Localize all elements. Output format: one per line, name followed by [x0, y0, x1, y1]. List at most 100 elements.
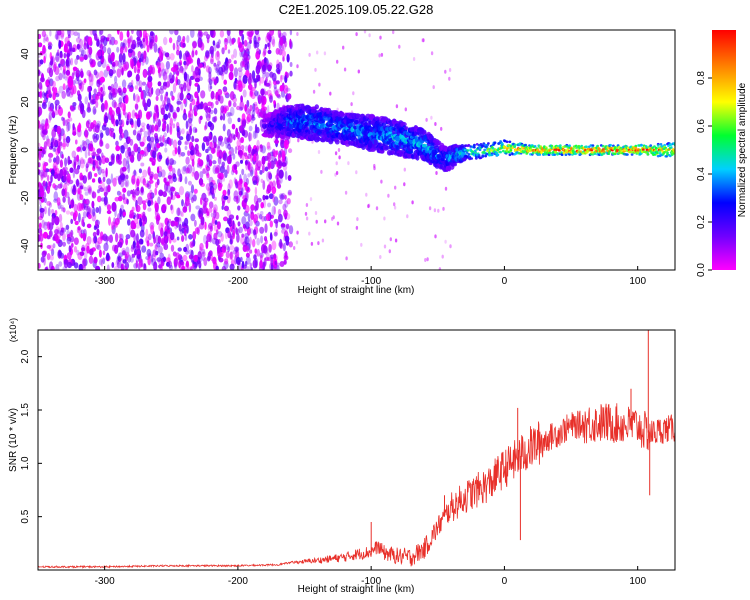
spectrogram-signal-cell — [646, 152, 650, 156]
spectrogram-noise-cell — [188, 249, 194, 255]
spectrogram-noise-cell — [158, 154, 163, 160]
spectrogram-noise-cell — [182, 53, 187, 61]
spectrogram-noise-cell — [133, 65, 137, 74]
spectrogram-noise-cell — [241, 33, 245, 42]
colorbar: 0.00.20.40.60.8 Normalized spectral ampl… — [696, 30, 748, 277]
spectrogram-noise-cell — [172, 112, 178, 119]
spectrogram-noise-cell — [46, 67, 52, 74]
spectrogram-noise-cell — [54, 209, 58, 216]
spectrogram-noise-cell — [389, 237, 392, 242]
spectrogram-noise-cell — [97, 237, 103, 245]
spectrogram-noise-cell — [141, 200, 146, 205]
spectrogram-noise-cell — [132, 222, 137, 230]
spectrogram-noise-cell — [164, 94, 168, 100]
spectrogram-noise-cell — [71, 243, 74, 248]
spectrogram-noise-cell — [269, 30, 275, 36]
spectrogram-noise-cell — [127, 38, 130, 49]
spectrogram-noise-cell — [70, 218, 74, 224]
spectrogram-noise-cell — [241, 260, 245, 269]
spectrogram-noise-cell — [170, 191, 173, 200]
spectrogram-noise-cell — [54, 109, 59, 116]
spectrogram-noise-cell — [92, 136, 98, 143]
spectrogram-noise-cell — [214, 220, 218, 225]
spectrogram-noise-cell — [151, 150, 157, 159]
spectrogram-noise-cell — [39, 71, 43, 76]
spectrogram-noise-cell — [48, 230, 52, 239]
spectrogram-noise-cell — [88, 53, 92, 59]
spectrogram-noise-cell — [250, 30, 254, 35]
spectrogram-noise-cell — [99, 95, 103, 102]
spectrogram-noise-cell — [65, 63, 70, 68]
spectrogram-noise-cell — [342, 45, 345, 50]
spectrogram-noise-cell — [289, 40, 294, 50]
spectrogram-noise-cell — [281, 150, 286, 160]
spectrogram-noise-cell — [271, 240, 277, 251]
spectrogram-noise-cell — [240, 187, 244, 196]
spectrogram-noise-cell — [169, 72, 173, 81]
spectrogram-noise-cell — [162, 191, 167, 198]
spectrogram-noise-cell — [102, 257, 106, 265]
spectrogram-noise-cell — [335, 161, 338, 166]
spectrogram-noise-cell — [55, 92, 60, 98]
spectrogram-noise-cell — [308, 231, 311, 236]
spectrogram-noise-cell — [191, 158, 195, 167]
spectrogram-noise-cell — [205, 111, 209, 119]
colorbar-tick-label: 0.0 — [696, 263, 707, 277]
spectrogram-noise-cell — [273, 231, 278, 237]
spectrogram-noise-cell — [229, 239, 233, 245]
spectrogram-noise-cell — [253, 103, 258, 111]
spectrogram-noise-cell — [186, 224, 189, 234]
spectrogram-noise-cell — [164, 93, 169, 102]
spectrogram-noise-cell — [163, 36, 168, 46]
spectrogram-noise-cell — [155, 250, 159, 256]
spectrogram-noise-cell — [114, 217, 120, 226]
spectrogram-noise-cell — [189, 125, 193, 136]
spectrogram-noise-cell — [86, 205, 91, 215]
spectrogram-noise-cell — [260, 88, 265, 96]
spectrogram-noise-cell — [220, 105, 225, 114]
spectrogram-noise-cell — [233, 48, 238, 59]
spectrogram-noise-cell — [132, 129, 137, 136]
spectrogram-noise-cell — [202, 205, 208, 214]
y-tick-label: 0 — [20, 147, 31, 153]
spectrogram-noise-cell — [61, 188, 66, 197]
spectrogram-noise-cell — [181, 166, 186, 175]
spectrogram-noise-cell — [206, 154, 210, 162]
spectrogram-noise-cell — [137, 110, 141, 119]
spectrogram-noise-cell — [249, 104, 253, 112]
spectrogram-noise-cell — [64, 76, 68, 81]
spectrogram-noise-cell — [73, 156, 77, 166]
spectrogram-noise-cell — [60, 205, 64, 210]
spectrogram-signal-cell — [655, 151, 659, 155]
spectrogram-noise-cell — [260, 178, 264, 183]
spectrogram-noise-cell — [108, 54, 111, 64]
spectrogram-noise-cell — [57, 49, 60, 56]
spectrogram-noise-cell — [249, 262, 252, 269]
spectrogram-noise-cell — [125, 234, 131, 240]
spectrogram-noise-cell — [277, 30, 282, 39]
spectrogram-noise-cell — [172, 238, 177, 243]
figure-title: C2E1.2025.109.05.22.G28 — [279, 2, 434, 17]
spectrogram-noise-cell — [140, 122, 146, 127]
spectrogram-noise-cell — [249, 169, 254, 177]
spectrogram-noise-cell — [125, 181, 128, 187]
spectrogram-noise-cell — [79, 194, 84, 201]
spectrogram-noise-cell — [345, 256, 348, 261]
spectrogram-noise-cell — [208, 201, 214, 209]
spectrogram-noise-cell — [91, 178, 96, 183]
spectrogram-noise-cell — [260, 202, 265, 209]
spectrogram-noise-cell — [95, 265, 101, 270]
spectrogram-noise-cell — [83, 250, 88, 260]
spectrogram-noise-cell — [318, 82, 321, 87]
spectrogram-noise-cell — [170, 220, 176, 227]
spectrogram-noise-cell — [283, 160, 288, 166]
y-tick-label: 40 — [20, 48, 31, 60]
spectrogram-noise-cell — [43, 197, 47, 203]
spectrogram-noise-cell — [210, 55, 215, 63]
spectrogram-noise-cell — [170, 90, 174, 97]
spectrogram-noise-cell — [168, 122, 172, 133]
spectrogram-noise-cell — [219, 95, 224, 104]
spectrogram-noise-cell — [403, 182, 406, 187]
spectrogram-noise-cell — [156, 216, 160, 225]
spectrogram-noise-cell — [52, 243, 56, 249]
